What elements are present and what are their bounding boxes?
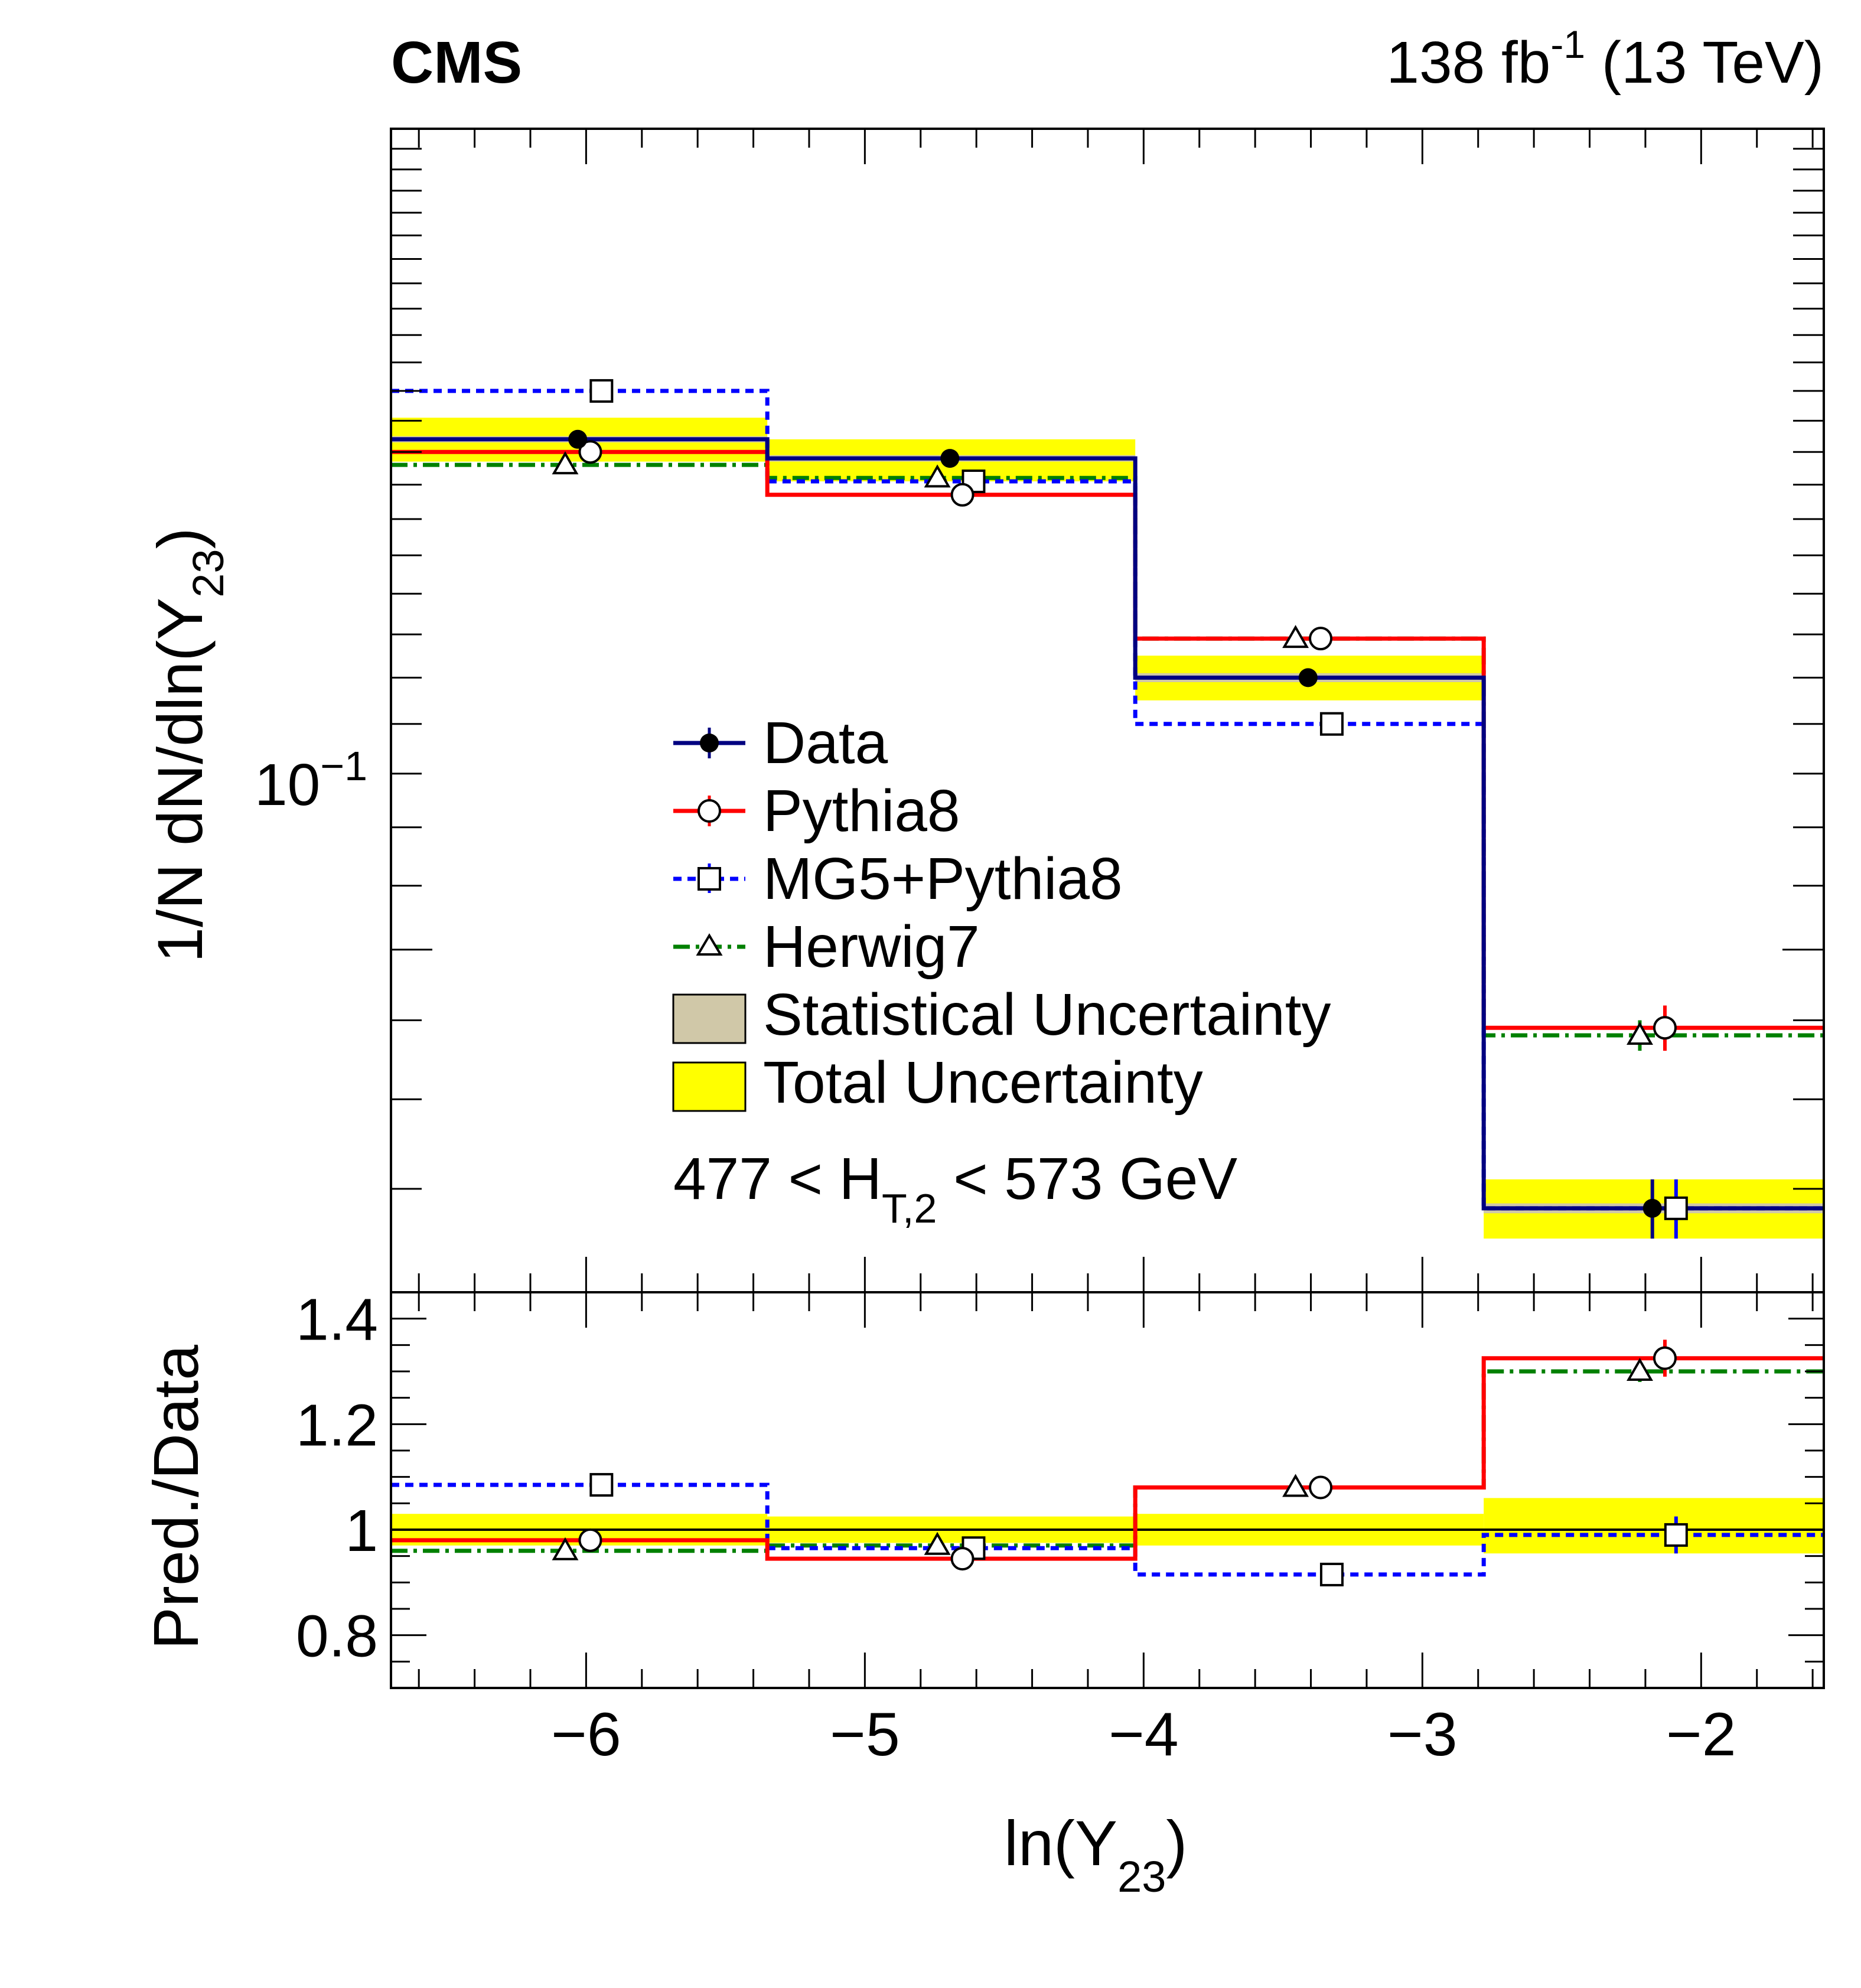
legend-entry-total: Total Uncertainty	[672, 1050, 1203, 1116]
top-panel-frame	[390, 128, 1825, 1293]
legend-label-herwig7: Herwig7	[763, 914, 980, 980]
x-tick-label: −2	[1666, 1700, 1736, 1769]
legend-entry-herwig7: Herwig7	[673, 914, 980, 980]
ratio-point-pythia8-bin-1	[578, 1528, 602, 1552]
top-line-data	[391, 437, 1824, 1211]
legend: Data Pythia8 MG5+Pythia8 Herwig7 Statist…	[672, 710, 1331, 1116]
legend-label-data: Data	[763, 710, 888, 776]
legend-label-pythia8: Pythia8	[763, 778, 960, 844]
legend-label-stat: Statistical Uncertainty	[763, 982, 1331, 1048]
legend-marker-data	[700, 734, 719, 752]
ratio-y-tick-label: 1.4	[296, 1287, 378, 1353]
x-tick-label: −5	[830, 1700, 900, 1769]
ratio-point-herwig7-bin-3	[1282, 1474, 1309, 1497]
ratio-y-tick-label: 1	[345, 1498, 378, 1564]
ratio-y-tick-label: 0.8	[296, 1604, 378, 1670]
top-point-mg5-pythia8-bin-4	[1664, 1196, 1688, 1220]
top-point-mg5-pythia8-bin-2	[962, 469, 986, 493]
x-axis-label: ln(Y23)	[1004, 1807, 1187, 1901]
lumi-label: 138 fb-1 (13 TeV)	[1386, 22, 1824, 96]
axis-ticks	[391, 128, 1824, 1688]
ratio-point-mg5-pythia8-bin-4	[1664, 1523, 1688, 1547]
legend-swatch-total	[672, 1061, 747, 1112]
legend-entry-pythia8: Pythia8	[673, 778, 960, 844]
top-point-data-bin-1	[568, 429, 588, 449]
legend-marker-pythia8	[698, 799, 721, 823]
experiment-label: CMS	[391, 30, 522, 96]
ratio-uncertainty-bands	[391, 1498, 1824, 1554]
top-point-herwig7-bin-3	[1282, 625, 1309, 648]
ratio-histogram-lines	[391, 1356, 1824, 1577]
legend-entry-mg5: MG5+Pythia8	[673, 846, 1123, 912]
ratio-point-pythia8-bin-4	[1653, 1346, 1677, 1370]
ratio-point-herwig7-bin-2	[924, 1531, 951, 1555]
top-point-mg5-pythia8-bin-1	[589, 379, 614, 403]
legend-entry-stat: Statistical Uncertainty	[672, 982, 1331, 1048]
legend-swatch-stat	[672, 993, 747, 1044]
ratio-line-pythia8	[391, 1356, 1824, 1561]
legend-marker-mg5	[698, 867, 721, 891]
top-point-pythia8-bin-1	[578, 440, 602, 464]
ht-range-annotation: 477 < HT,2 < 573 GeV	[673, 1146, 1237, 1231]
ratio-markers	[552, 1340, 1688, 1586]
top-point-mg5-pythia8-bin-3	[1319, 712, 1344, 736]
top-point-pythia8-bin-4	[1653, 1016, 1677, 1040]
top-line-herwig7	[391, 462, 1824, 1038]
ratio-y-tick-label: 1.2	[296, 1392, 378, 1458]
top-point-herwig7-bin-4	[1627, 1022, 1653, 1045]
legend-marker-herwig7	[696, 933, 723, 956]
ratio-point-pythia8-bin-2	[950, 1547, 975, 1571]
ratio-total-band-bin-4	[1484, 1498, 1824, 1554]
ratio-point-mg5-pythia8-bin-1	[589, 1473, 614, 1497]
ratio-y-axis-label: Pred./Data	[140, 1344, 211, 1650]
x-tick-label: −3	[1387, 1700, 1458, 1769]
legend-entry-data: Data	[673, 710, 888, 776]
top-y-axis-label: 1/N dN/dln(Y23)	[144, 527, 233, 963]
top-point-herwig7-bin-1	[552, 451, 579, 475]
top-histogram-lines	[391, 389, 1824, 1211]
legend-label-mg5: MG5+Pythia8	[763, 846, 1123, 912]
ratio-panel-frame	[390, 1291, 1825, 1689]
top-point-pythia8-bin-3	[1309, 627, 1333, 651]
top-point-herwig7-bin-2	[924, 464, 951, 488]
top-point-data-bin-2	[940, 449, 960, 468]
top-y-tick-label: 10−1	[255, 743, 367, 818]
ratio-point-herwig7-bin-4	[1627, 1357, 1653, 1381]
axis-tick-labels: −6 −5 −4 −3 −2 0.8 1 1.2 1.4	[296, 1287, 1736, 1769]
legend-label-total: Total Uncertainty	[763, 1050, 1203, 1116]
top-point-pythia8-bin-2	[950, 483, 975, 507]
top-point-data-bin-4	[1642, 1198, 1662, 1218]
top-line-pythia8	[391, 449, 1824, 1030]
top-point-data-bin-3	[1298, 668, 1318, 687]
ratio-point-mg5-pythia8-bin-3	[1319, 1562, 1344, 1586]
ratio-point-herwig7-bin-1	[552, 1537, 579, 1560]
ratio-line-mg5-pythia8	[391, 1482, 1824, 1577]
x-tick-label: −4	[1109, 1700, 1179, 1769]
ratio-point-pythia8-bin-3	[1309, 1475, 1333, 1500]
x-tick-label: −6	[551, 1700, 621, 1769]
top-markers	[552, 379, 1688, 1239]
